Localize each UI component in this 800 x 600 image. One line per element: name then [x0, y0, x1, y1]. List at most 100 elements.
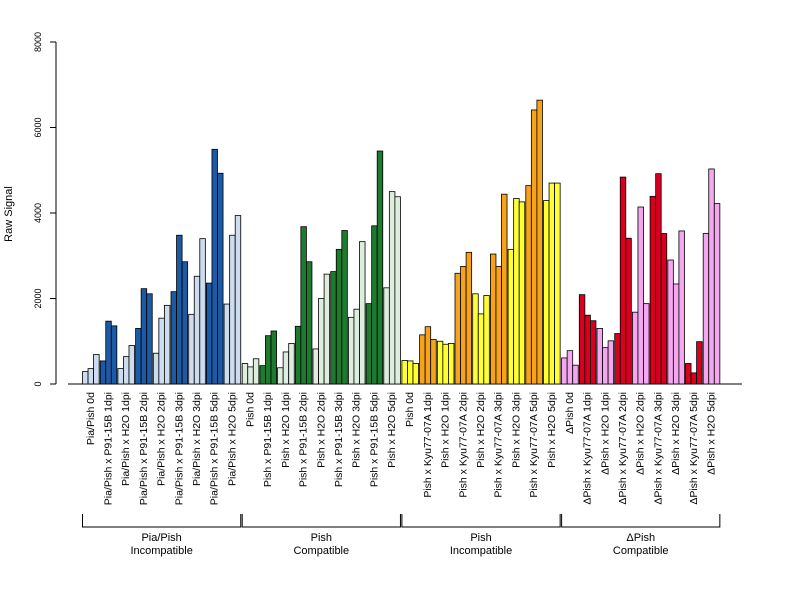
group-bracket: [241, 514, 401, 528]
y-tick-label: 4000: [33, 203, 43, 223]
bar: [513, 198, 520, 385]
bar: [217, 172, 224, 385]
bar: [205, 282, 213, 385]
x-tick-label: Pish x H2O 2dpi: [475, 392, 487, 468]
bar: [170, 291, 177, 385]
bar: [312, 348, 319, 385]
bar: [407, 360, 414, 385]
bar: [99, 360, 107, 385]
x-tick-label: Pish x Kyu77-07A 2dpi: [457, 392, 469, 498]
bracket-label-line2: Incompatible: [450, 545, 512, 557]
x-tick-label: Pish x H2O 5dpi: [386, 392, 398, 468]
bar: [442, 343, 449, 385]
y-axis-label: Raw Signal: [3, 186, 15, 242]
bar: [318, 298, 325, 385]
bar: [365, 303, 373, 385]
bar: [690, 372, 697, 385]
bar: [193, 275, 201, 385]
bar: [536, 99, 543, 385]
x-tick-label: Pish 0d: [245, 392, 257, 427]
bar: [667, 259, 674, 385]
y-tick-label: 6000: [33, 117, 43, 137]
bar: [495, 266, 502, 385]
bar: [270, 330, 277, 385]
bar: [578, 294, 586, 385]
x-tick-label: Pish x P91-15B 3dpi: [333, 392, 345, 487]
bar: [614, 333, 621, 385]
bar: [660, 233, 668, 385]
bar: [655, 173, 662, 385]
x-tick-label: Pia/Pish x P91-15B 2dpi: [138, 392, 150, 505]
group-bracket: [401, 514, 561, 528]
x-tick-label: Pish x H2O 1dpi: [440, 392, 452, 468]
x-tick-label: Pia/Pish x P91-15B 1dpi: [103, 392, 115, 505]
bar: [335, 248, 343, 385]
bar: [234, 215, 242, 385]
bar: [590, 320, 597, 385]
bar: [383, 287, 390, 385]
bar: [649, 195, 657, 385]
x-tick-label: ΔPish 0d: [564, 392, 576, 434]
x-tick-label: ΔPish x H2O 3dpi: [670, 392, 682, 475]
bar: [607, 340, 615, 385]
x-tick-labels: Pia/Pish 0d Pia/Pish x P91-15B 1dpi Pia/Pi…: [85, 392, 718, 505]
bar: [277, 367, 284, 385]
bar: [158, 317, 165, 385]
x-tick-label: Pia/Pish x P91-15B 3dpi: [173, 392, 185, 505]
bar: [477, 313, 485, 385]
bar: [229, 234, 236, 385]
x-tick-label: Pish x H2O 3dpi: [510, 392, 522, 468]
bar: [518, 201, 526, 385]
bar: [619, 176, 627, 385]
bar: [341, 230, 348, 385]
bar: [146, 293, 153, 385]
x-tick-label: Pish x Kyu77-07A 1dpi: [422, 392, 434, 498]
bracket-label-line2: Compatible: [293, 545, 349, 557]
x-tick-label: Pish x H2O 2dpi: [315, 392, 327, 468]
bar: [176, 234, 183, 385]
x-tick-label: Pish 0d: [404, 392, 416, 427]
bar: [123, 356, 130, 385]
bar: [548, 182, 555, 385]
bar: [241, 363, 249, 385]
bar: [282, 351, 290, 385]
bar: [105, 320, 112, 385]
x-tick-label: Pia/Pish x H2O 2dpi: [156, 392, 168, 486]
bar: [135, 328, 142, 385]
bar: [359, 241, 366, 385]
bar: [543, 200, 550, 385]
bar: [288, 342, 295, 385]
bar: [394, 196, 401, 385]
bar: [412, 363, 419, 385]
bar: [566, 350, 574, 385]
group-bracket: [561, 514, 721, 528]
bar: [643, 303, 650, 385]
bar: [501, 193, 508, 385]
bar: [436, 340, 444, 385]
x-tick-label: Pish x H2O 3dpi: [351, 392, 363, 468]
x-tick-label: ΔPish x H2O 2dpi: [635, 392, 647, 475]
y-tick-label: 8000: [33, 32, 43, 52]
x-tick-label: ΔPish x Kyu77-07A 2dpi: [617, 392, 629, 505]
x-tick-label: Pish x H2O 1dpi: [280, 392, 292, 468]
y-tick-label: 0: [33, 381, 43, 386]
bar: [376, 150, 384, 385]
x-tick-label: Pish x P91-15B 1dpi: [262, 392, 274, 487]
bar: [181, 261, 189, 385]
bar: [140, 288, 148, 385]
bar: [401, 360, 408, 385]
bracket-label-line1: Pish: [470, 532, 491, 544]
group-bracket: [82, 514, 242, 528]
bar: [82, 371, 89, 385]
bar: [561, 357, 568, 385]
bar: [110, 325, 118, 385]
bar: [447, 342, 455, 385]
x-tick-label: ΔPish x H2O 5dpi: [706, 392, 718, 475]
bar: [163, 304, 171, 385]
bar: [702, 233, 710, 385]
bar: [713, 203, 721, 385]
x-tick-label: Pia/Pish x H2O 1dpi: [120, 392, 132, 486]
y-axis: 0 2000 4000 6000 8000: [33, 32, 57, 387]
bar: [430, 339, 437, 385]
x-tick-label: ΔPish x H2O 1dpi: [599, 392, 611, 475]
